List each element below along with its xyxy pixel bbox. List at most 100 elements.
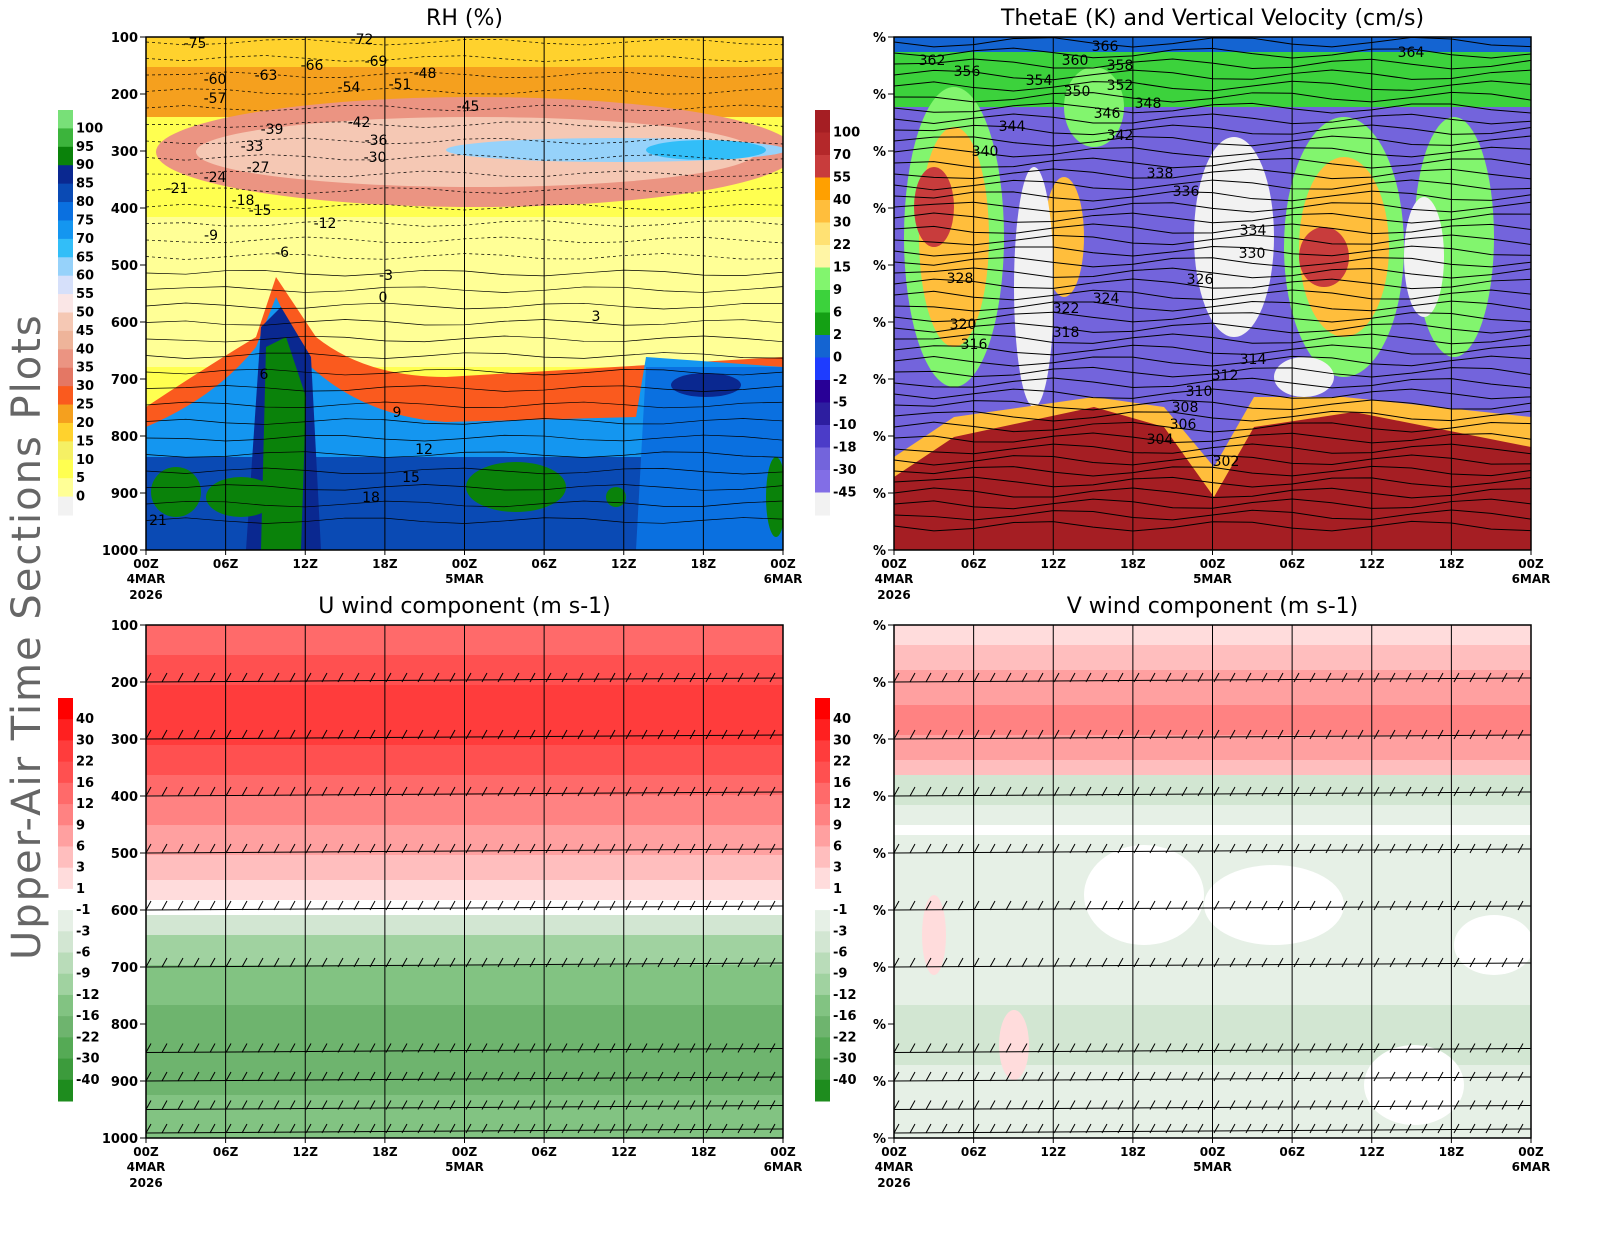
colorbar-swatch bbox=[58, 804, 73, 826]
x-tick-label: 00Z bbox=[133, 1145, 159, 1159]
x-tick-label: 12Z bbox=[1041, 557, 1067, 571]
colorbar-swatch bbox=[815, 492, 830, 516]
wind-barb bbox=[769, 957, 776, 968]
wind-barb bbox=[161, 786, 168, 797]
colorbar-swatch bbox=[815, 380, 830, 403]
x-tick-label: 06Z bbox=[531, 1145, 557, 1159]
contour-label: -24 bbox=[204, 170, 227, 186]
wind-barb bbox=[225, 1071, 232, 1082]
x-tick-label: 18Z bbox=[1439, 1145, 1465, 1159]
wind-barb bbox=[321, 672, 328, 683]
wind-barb bbox=[1165, 1043, 1172, 1053]
wind-barb bbox=[209, 957, 216, 968]
wind-barb bbox=[1149, 1123, 1156, 1134]
wind-barb bbox=[973, 1123, 980, 1134]
x-date-label: 5MAR bbox=[445, 572, 484, 586]
y-tick-label: 400 bbox=[111, 790, 138, 805]
x-tick-label: 00Z bbox=[1200, 1145, 1226, 1159]
colorbar-label: 9 bbox=[833, 283, 842, 298]
wind-barb bbox=[433, 900, 440, 911]
wind-barb bbox=[689, 900, 696, 911]
wind-barb bbox=[689, 1071, 696, 1082]
wind-barb bbox=[1005, 1123, 1012, 1134]
wind-barb bbox=[417, 672, 424, 683]
wind-barb bbox=[1421, 729, 1428, 740]
wind-barb bbox=[1133, 672, 1140, 683]
fill-region bbox=[914, 167, 954, 247]
colorbar-swatch bbox=[58, 422, 73, 442]
wind-barb bbox=[1373, 786, 1380, 797]
wind-barb bbox=[1325, 729, 1332, 740]
colorbar-swatch bbox=[815, 177, 830, 201]
wind-barb bbox=[1357, 957, 1364, 968]
wind-barb bbox=[894, 900, 900, 911]
wind-barb bbox=[337, 1071, 344, 1082]
wind-barb bbox=[721, 729, 728, 740]
wind-barb bbox=[1405, 1100, 1412, 1110]
wind-barb bbox=[1469, 729, 1476, 740]
wind-barb bbox=[1341, 843, 1348, 854]
y-tick-label: 300 bbox=[111, 145, 138, 160]
wind-barb bbox=[1501, 957, 1508, 968]
colorbar-label: 15 bbox=[833, 261, 851, 276]
wind-barb bbox=[1437, 729, 1444, 740]
wind-barb bbox=[465, 1043, 472, 1053]
wind-barb bbox=[497, 786, 504, 797]
fill-region bbox=[766, 457, 783, 537]
y-tick-label: 500 bbox=[111, 259, 138, 274]
wind-barb bbox=[1245, 1123, 1252, 1134]
wind-barb bbox=[957, 1100, 964, 1110]
wind-barb bbox=[625, 1100, 632, 1110]
wind-barb bbox=[705, 1043, 712, 1053]
contour-label: 356 bbox=[954, 64, 981, 80]
colorbar-swatch bbox=[815, 740, 830, 763]
wind-barb bbox=[577, 1100, 584, 1110]
colorbar-label: -45 bbox=[833, 486, 857, 501]
wind-barb bbox=[146, 1071, 152, 1082]
wind-barb bbox=[1341, 900, 1348, 911]
wind-barb bbox=[1213, 1123, 1220, 1134]
wind-barb bbox=[989, 672, 996, 683]
panel-2: ThetaE (K) and Vertical Velocity (cm/s)%… bbox=[815, 6, 1550, 602]
wind-barb bbox=[909, 900, 916, 911]
wind-barb bbox=[401, 1100, 408, 1110]
wind-barb bbox=[673, 729, 680, 740]
wind-barb bbox=[257, 786, 264, 797]
contour-label: 312 bbox=[1212, 368, 1239, 384]
wind-barb bbox=[465, 843, 472, 854]
colorbar-label: -40 bbox=[833, 1073, 857, 1088]
fill-region bbox=[646, 140, 766, 160]
wind-barb bbox=[609, 1071, 616, 1082]
colorbar-swatch bbox=[58, 128, 73, 148]
wind-barb bbox=[401, 672, 408, 683]
wind-barb bbox=[1005, 957, 1012, 968]
wind-barb bbox=[737, 1043, 744, 1053]
colorbar-swatch bbox=[815, 846, 830, 869]
y-tick-label: 900 bbox=[111, 487, 138, 502]
contour-label: 348 bbox=[1135, 96, 1162, 112]
colorbar-label: -9 bbox=[833, 967, 847, 982]
wind-barb bbox=[689, 1100, 696, 1110]
wind-barb bbox=[369, 1043, 376, 1053]
wind-barb bbox=[433, 672, 440, 683]
colorbar-label: 40 bbox=[833, 193, 851, 208]
fill-region bbox=[1364, 1045, 1464, 1125]
wind-barb bbox=[305, 900, 312, 911]
wind-barb bbox=[257, 900, 264, 911]
wind-barb bbox=[321, 843, 328, 854]
wind-barb bbox=[225, 672, 232, 683]
contour-label: 304 bbox=[1147, 432, 1174, 448]
wind-barb bbox=[257, 1100, 264, 1110]
wind-barb bbox=[989, 1071, 996, 1082]
wind-barb bbox=[497, 900, 504, 911]
wind-barb bbox=[449, 1071, 456, 1082]
colorbar-label: 9 bbox=[76, 818, 85, 833]
wind-barb bbox=[1341, 1123, 1348, 1134]
wind-barb bbox=[417, 1043, 424, 1053]
wind-barb bbox=[417, 1100, 424, 1110]
wind-barb bbox=[1085, 843, 1092, 854]
colorbar-swatch bbox=[58, 910, 73, 932]
wind-barb bbox=[385, 1043, 392, 1053]
wind-barb bbox=[1245, 1100, 1252, 1110]
wind-barb bbox=[1373, 672, 1380, 683]
